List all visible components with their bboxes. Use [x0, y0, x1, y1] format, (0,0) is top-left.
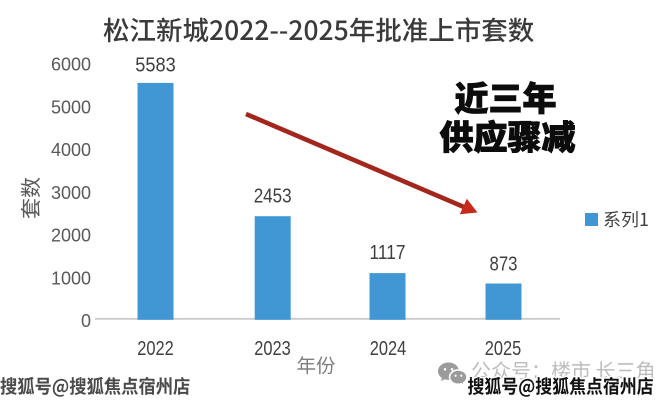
svg-text:2025: 2025	[485, 338, 522, 360]
svg-text:5000: 5000	[51, 98, 91, 118]
svg-text:1000: 1000	[51, 268, 91, 288]
svg-text:6000: 6000	[51, 55, 91, 75]
svg-text:2000: 2000	[51, 226, 91, 246]
svg-text:2453: 2453	[254, 185, 292, 208]
svg-text:0: 0	[81, 311, 91, 331]
svg-text:1117: 1117	[370, 241, 406, 264]
svg-text:2023: 2023	[254, 338, 291, 360]
svg-text:2022: 2022	[137, 338, 174, 360]
svg-text:4000: 4000	[51, 140, 91, 160]
svg-text:873: 873	[490, 252, 518, 275]
svg-text:2024: 2024	[370, 338, 407, 360]
svg-text:3000: 3000	[51, 183, 91, 203]
svg-text:5583: 5583	[135, 54, 176, 77]
